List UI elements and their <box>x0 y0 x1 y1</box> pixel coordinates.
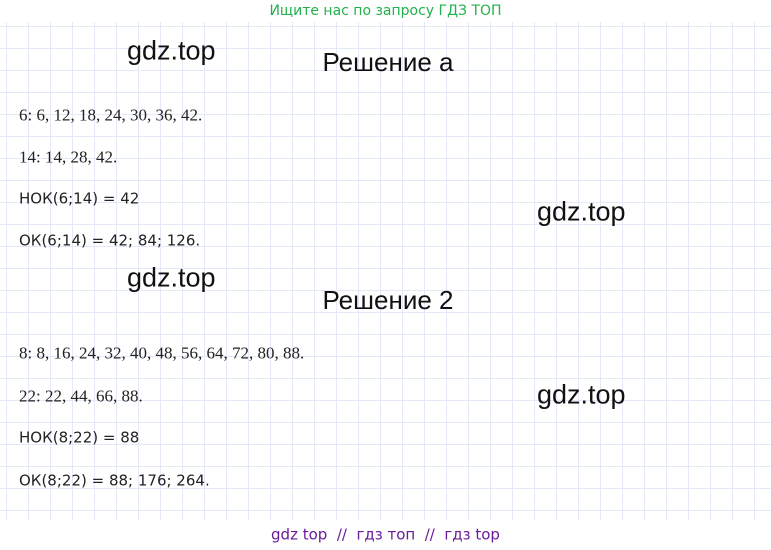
solution-line: 6: 6, 12, 18, 24, 30, 36, 42. <box>19 105 203 125</box>
solution-line: ОК(6;14) = 42; 84; 126. <box>19 231 201 250</box>
solution-line: НОК(8;22) = 88 <box>19 428 140 447</box>
footer[interactable]: gdz top // гдз топ // гдз top <box>271 525 500 544</box>
watermark: gdz.top <box>127 262 216 293</box>
solution-line: 22: 22, 44, 66, 88. <box>19 386 143 406</box>
section-title: Решение а <box>322 47 454 77</box>
solution-line: 14: 14, 28, 42. <box>19 147 118 167</box>
watermark: gdz.top <box>537 196 626 227</box>
solution-line: НОК(6;14) = 42 <box>19 189 140 208</box>
grid-paper <box>0 22 771 520</box>
watermark: gdz.top <box>537 379 626 410</box>
solution-line: 8: 8, 16, 24, 32, 40, 48, 56, 64, 72, 80… <box>19 343 305 363</box>
watermark: gdz.top <box>127 35 216 66</box>
header: Ищите нас по запросу ГДЗ ТОП <box>269 3 502 19</box>
section-title: Решение 2 <box>322 285 454 315</box>
solution-line: ОК(8;22) = 88; 176; 264. <box>19 471 210 490</box>
